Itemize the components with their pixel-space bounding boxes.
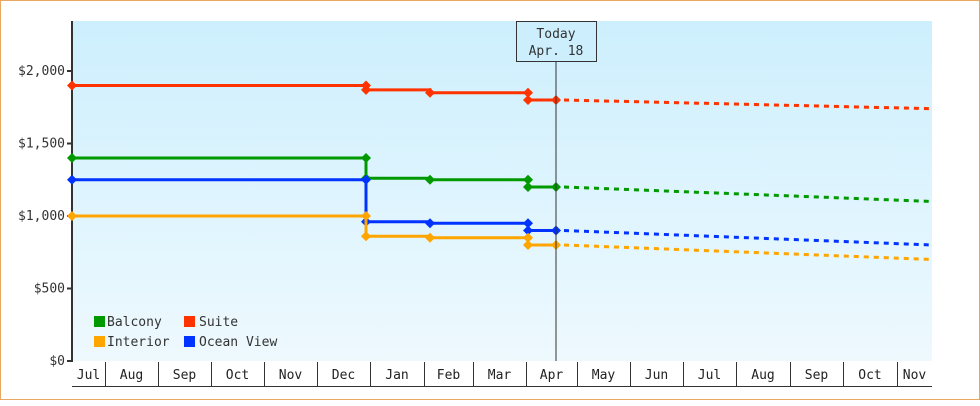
today-marker: Today Apr. 18 <box>516 21 597 361</box>
data-point-marker[interactable] <box>523 240 533 250</box>
svg-text:Ocean View: Ocean View <box>199 335 277 350</box>
x-tick-label: Dec <box>332 368 355 383</box>
x-tick-label: May <box>592 368 616 383</box>
x-tick-label: Apr <box>540 368 564 383</box>
data-point-marker[interactable] <box>523 87 533 98</box>
data-point-marker[interactable] <box>523 95 533 105</box>
today-date: Apr. 18 <box>529 44 584 59</box>
series-lines <box>67 80 933 261</box>
series-suite <box>67 80 933 111</box>
x-tick-label: Nov <box>903 368 927 383</box>
x-tick-label: Sep <box>173 368 197 383</box>
x-tick-label: Aug <box>120 368 143 383</box>
data-point-marker[interactable] <box>523 182 533 192</box>
x-tick-label: Nov <box>279 368 303 383</box>
x-axis: Jul Aug Sep Oct Nov Dec Jan Feb Mar Apr May Jun Jul A… <box>72 362 932 387</box>
data-point-marker[interactable] <box>523 225 533 236</box>
svg-text:Suite: Suite <box>199 315 238 330</box>
data-point-marker[interactable] <box>425 174 435 185</box>
data-point-marker[interactable] <box>361 231 371 242</box>
y-tick-label: $2,000 <box>18 64 65 79</box>
series-balcony <box>67 153 933 203</box>
legend-item-balcony: Balcony <box>94 315 162 330</box>
series-ocean-view <box>67 174 933 247</box>
legend-item-suite: Suite <box>184 315 238 330</box>
plot-area <box>72 21 932 361</box>
legend-item-ocean-view: Ocean View <box>184 335 277 350</box>
data-point-marker[interactable] <box>361 174 371 185</box>
data-point-marker[interactable] <box>425 87 435 98</box>
data-point-marker[interactable] <box>523 232 533 243</box>
data-point-marker[interactable] <box>425 232 435 243</box>
legend: Balcony Suite Interior Ocean View <box>94 315 277 350</box>
x-tick-label: Mar <box>488 368 512 383</box>
y-tick-label: $1,000 <box>18 209 65 224</box>
data-point-marker[interactable] <box>67 211 77 221</box>
x-tick-label: Jan <box>385 368 408 383</box>
y-tick-label: $1,500 <box>18 137 65 152</box>
data-point-marker[interactable] <box>523 174 533 185</box>
data-point-marker[interactable] <box>361 84 371 95</box>
svg-text:Balcony: Balcony <box>107 315 162 330</box>
today-label: Today <box>536 27 575 42</box>
series-interior <box>67 211 933 261</box>
data-point-marker[interactable] <box>425 218 435 229</box>
y-axis: $0 $500 $1,000 $1,500 $2,000 <box>18 21 73 369</box>
data-point-marker[interactable] <box>67 80 77 91</box>
x-tick-label: Jul <box>77 368 100 383</box>
y-tick-label: $500 <box>34 282 65 297</box>
data-point-marker[interactable] <box>361 211 371 221</box>
y-tick-label: $0 <box>49 354 65 369</box>
x-tick-label: Sep <box>805 368 829 383</box>
data-point-marker[interactable] <box>67 174 77 185</box>
legend-item-interior: Interior <box>94 335 170 350</box>
x-tick-label: Oct <box>858 368 881 383</box>
data-point-marker[interactable] <box>361 153 371 163</box>
x-tick-label: Jun <box>645 368 668 383</box>
svg-text:Interior: Interior <box>107 335 170 350</box>
x-tick-label: Jul <box>698 368 721 383</box>
data-point-marker[interactable] <box>523 218 533 229</box>
x-tick-label: Aug <box>751 368 774 383</box>
x-tick-label: Oct <box>226 368 249 383</box>
x-tick-label: Feb <box>437 368 461 383</box>
data-point-marker[interactable] <box>67 153 77 163</box>
